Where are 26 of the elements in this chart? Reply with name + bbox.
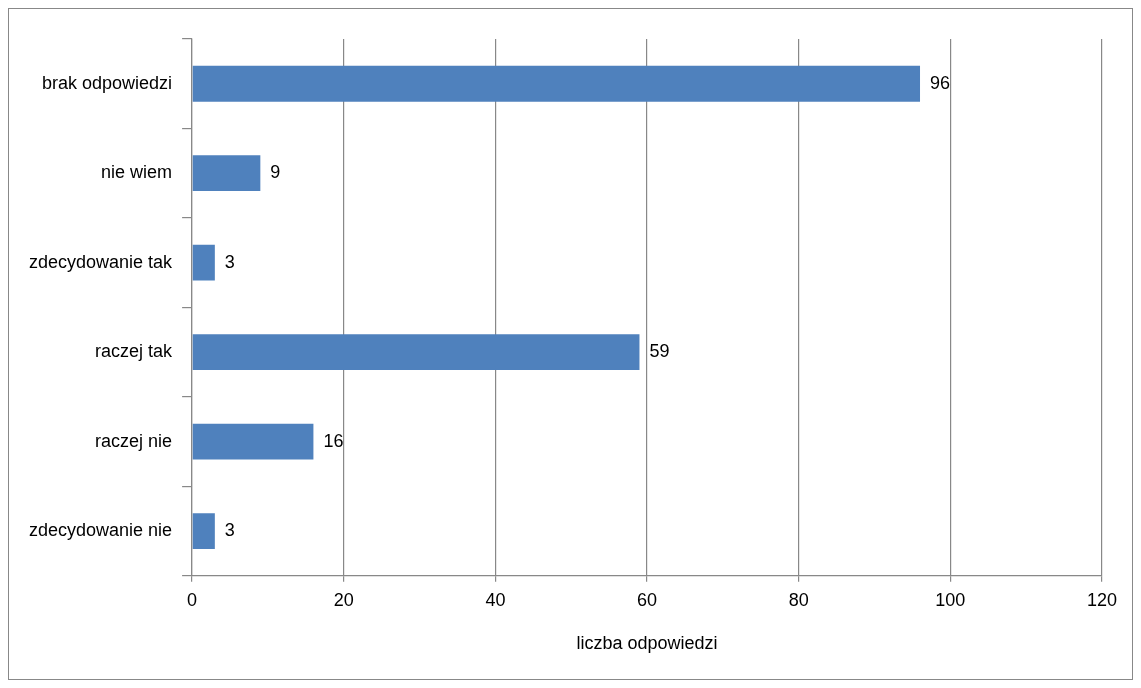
bar [192,423,314,460]
y-tick-label: nie wiem [101,162,173,183]
x-tick-label: 0 [187,589,198,610]
x-axis-title: liczba odpowiedzi [576,633,718,654]
x-tick-label: 60 [637,589,658,610]
y-tick-label: brak odpowiedzi [42,72,173,93]
data-label: 3 [224,251,235,272]
y-tick-label: raczej tak [95,341,174,362]
x-tick-label: 80 [788,589,809,610]
bar [192,155,261,192]
bar [192,513,215,549]
x-tick-label: 100 [935,589,966,610]
bar [192,244,215,281]
y-tick-label: zdecydowanie tak [29,251,174,272]
y-tick-label: zdecydowanie nie [28,520,173,541]
data-label: 59 [649,341,670,362]
bar [192,65,921,102]
data-label: 16 [323,430,344,451]
data-label: 96 [930,72,951,93]
x-tick-label: 20 [333,589,354,610]
bar [192,334,640,371]
data-label: 3 [224,520,235,541]
x-tick-label: 120 [1086,589,1118,610]
x-tick-label: 40 [485,589,506,610]
data-label: 9 [270,162,281,183]
y-tick-label: raczej nie [95,430,173,451]
